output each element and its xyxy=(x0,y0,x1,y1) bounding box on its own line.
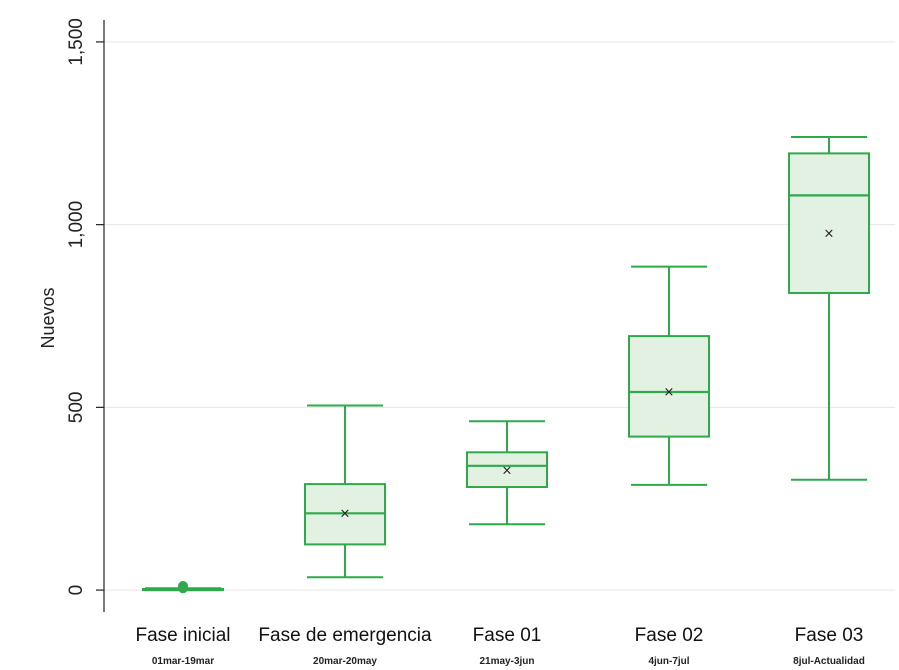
y-ticks: 0 500 1,000 1,500 xyxy=(66,18,104,595)
box-group: × xyxy=(628,265,710,486)
y-tick-label: 0 xyxy=(66,585,87,596)
box-group: × xyxy=(466,420,548,526)
boxes: × × × × xyxy=(142,135,870,594)
box-iqr xyxy=(466,451,548,489)
category-sublabel: 20mar-20may xyxy=(313,656,377,667)
box-group xyxy=(142,581,224,594)
box-iqr xyxy=(788,152,870,294)
mean-marker: × xyxy=(502,463,513,478)
category-label: Fase 02 xyxy=(635,625,704,646)
category-label: Fase 01 xyxy=(473,625,542,646)
box-iqr xyxy=(628,335,710,438)
mean-marker: × xyxy=(824,227,835,242)
mean-marker: × xyxy=(340,507,351,522)
y-tick-label: 500 xyxy=(66,392,87,424)
box-group: × xyxy=(788,135,870,481)
category-label: Fase inicial xyxy=(135,625,230,646)
category-sublabel: 8jul-Actualidad xyxy=(793,656,865,667)
category-label: Fase 03 xyxy=(795,625,864,646)
category-sublabel: 01mar-19mar xyxy=(152,656,214,667)
y-axis-label: Nuevos xyxy=(38,287,58,348)
mean-marker: × xyxy=(664,385,675,400)
category-label: Fase de emergencia xyxy=(258,625,432,646)
category-sublabel: 4jun-7jul xyxy=(648,656,689,667)
grid-layer xyxy=(104,41,895,591)
category-sublabel: 21may-3jun xyxy=(479,656,534,667)
y-tick-label: 1,500 xyxy=(66,18,87,66)
outlier-point xyxy=(178,581,188,592)
box-group: × xyxy=(304,404,386,579)
y-tick-label: 1,000 xyxy=(66,201,87,249)
category-labels: Fase inicial 01mar-19mar Fase de emergenci… xyxy=(135,625,864,667)
